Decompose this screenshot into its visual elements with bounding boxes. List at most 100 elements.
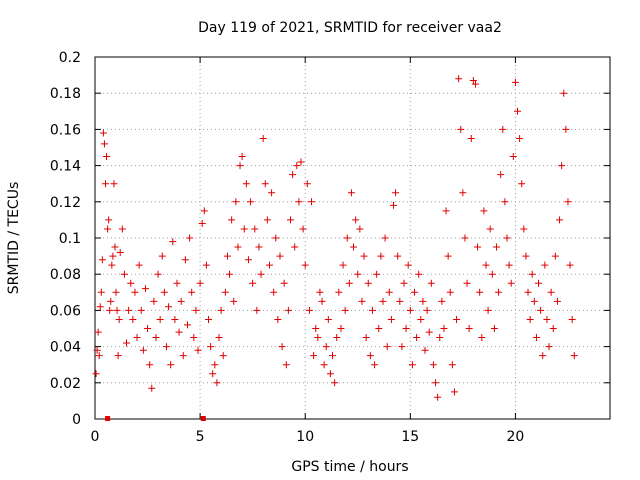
data-point [221,288,229,296]
data-point [259,134,267,142]
data-point [109,252,117,260]
data-point [257,270,265,278]
data-point [425,328,433,336]
data-point [274,315,282,323]
data-point [93,346,101,354]
y-tick-label: 0.14 [50,159,81,175]
data-point [92,370,100,378]
data-point [469,77,477,85]
data-point [162,343,170,351]
data-point [377,252,385,260]
data-point [205,315,213,323]
data-point [251,225,259,233]
data-point [177,297,185,305]
data-point [387,315,395,323]
data-point [526,315,534,323]
data-point [99,129,107,137]
data-point [139,346,147,354]
data-point [440,325,448,332]
data-point [179,352,187,360]
data-point [236,162,244,170]
data-point [558,162,566,170]
data-point [219,352,227,360]
data-point [442,207,450,215]
data-point [516,134,524,142]
data-point [213,379,221,387]
data-point [276,252,284,260]
data-point [547,288,555,296]
y-tick-label: 0.08 [50,267,81,283]
data-point [125,306,133,314]
y-tick-label: 0.12 [50,195,81,211]
data-point [383,343,391,351]
data-point [541,261,549,269]
data-point [103,153,111,161]
data-point [371,361,379,369]
data-point [152,334,160,342]
data-point [107,297,115,305]
data-point [331,379,339,387]
data-point [263,216,271,224]
data-point [427,279,435,287]
data-point [366,352,374,360]
data-point [499,125,507,133]
data-point [514,107,522,115]
data-point [507,279,515,287]
data-point [537,306,545,314]
data-point [413,334,421,342]
x-tick-label: 20 [506,429,524,445]
data-point [352,216,360,224]
data-point [562,125,570,133]
data-point [156,315,164,323]
data-point [518,180,526,188]
data-point [310,352,318,360]
data-point [501,198,509,206]
data-point [175,328,183,336]
data-point [223,252,231,260]
data-point [490,325,498,332]
data-point [255,243,263,251]
data-point [474,243,482,251]
y-tick-label: 0.16 [50,122,81,138]
data-point [312,325,320,332]
data-point [211,361,219,369]
data-point [183,321,191,329]
data-point [356,225,364,233]
data-point [316,288,324,296]
data-point [375,325,383,332]
grid-lines [95,57,610,419]
data-point [404,261,412,269]
data-point [135,261,143,269]
data-point [520,225,528,233]
data-point [326,370,334,378]
data-point [192,306,200,314]
data-point [270,288,278,296]
data-point [511,78,519,86]
data-point [207,343,215,351]
data-point [343,234,351,242]
data-point [106,306,114,314]
data-point [200,207,208,215]
data-point [488,270,496,278]
data-point [120,270,128,278]
data-point [539,352,547,360]
data-point [127,279,135,287]
data-point [100,140,108,148]
data-point [118,225,126,233]
data-point [190,334,198,342]
data-point [295,198,303,206]
data-point [324,315,332,323]
data-point [486,225,494,233]
data-point [419,297,427,305]
data-point [144,325,152,332]
data-point [226,270,234,278]
data-point [282,361,290,369]
chart-title: Day 119 of 2021, SRMTID for receiver vaa… [198,20,502,36]
data-point [320,361,328,369]
data-point [165,303,173,311]
data-point [568,315,576,323]
data-point [564,198,572,206]
data-point [394,252,402,260]
y-tick-label: 0.1 [59,231,81,247]
data-point [305,306,313,314]
